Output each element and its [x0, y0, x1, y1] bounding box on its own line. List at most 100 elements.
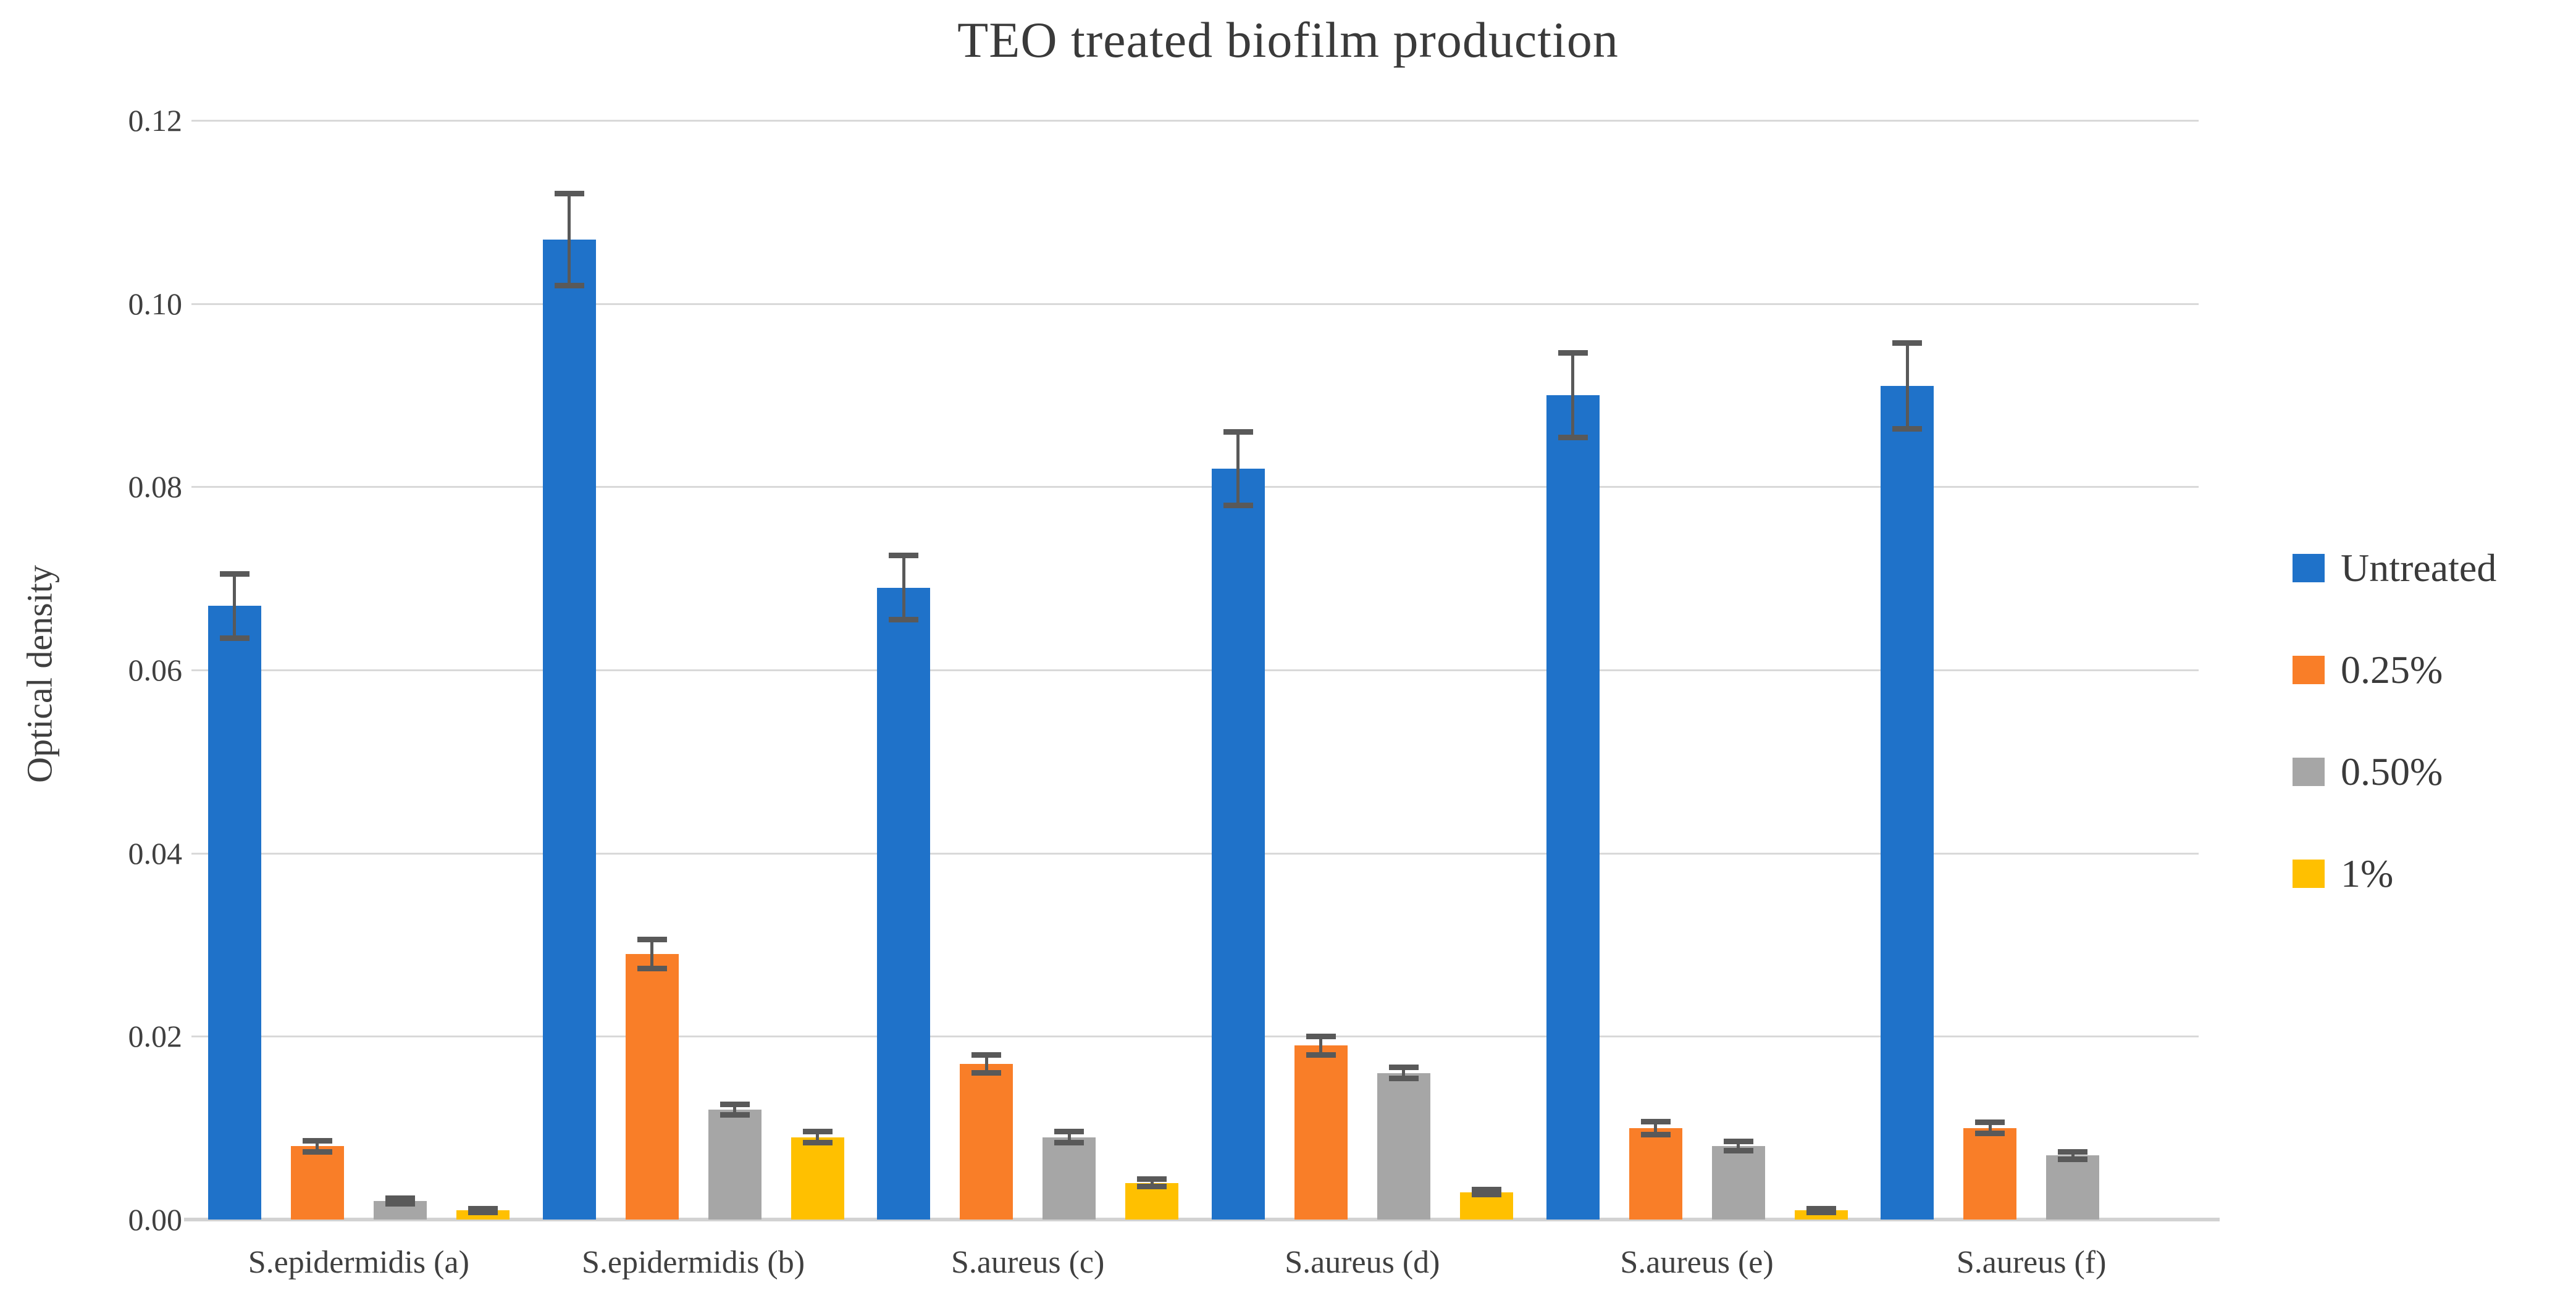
error-bar-cap: [1137, 1176, 1167, 1182]
error-bar: [1319, 1036, 1323, 1055]
error-bar: [316, 1140, 319, 1152]
error-bar: [650, 939, 653, 969]
gridline: [191, 1036, 2199, 1038]
error-bar-cap: [385, 1195, 415, 1202]
bar-0-25--g2: [625, 953, 679, 1220]
legend-item-1-: 1%: [2293, 852, 2393, 895]
y-tick-label: 0.12: [128, 103, 183, 138]
error-bar-cap: [889, 553, 919, 559]
gridline: [191, 303, 2199, 305]
bar-0-50--g3: [1043, 1137, 1096, 1220]
error-bar-cap: [1640, 1118, 1671, 1124]
error-bar-cap: [1806, 1209, 1836, 1215]
bar-untreated-g3: [877, 587, 931, 1220]
error-bar: [1067, 1131, 1071, 1143]
error-bar-cap: [1471, 1192, 1501, 1198]
error-bar-cap: [302, 1149, 332, 1155]
bar-untreated-g6: [1881, 386, 1934, 1220]
bar-untreated-g2: [542, 239, 596, 1220]
bar-1--g2: [791, 1137, 844, 1220]
gridline: [191, 486, 2199, 488]
error-bar-cap: [468, 1205, 498, 1211]
error-bar: [1654, 1121, 1657, 1135]
bar-0-50--g5: [1711, 1146, 1765, 1220]
y-tick-label: 0.02: [128, 1019, 183, 1054]
error-bar: [816, 1131, 819, 1143]
error-bar-cap: [1558, 350, 1588, 356]
bar-0-50--g6: [2046, 1155, 2100, 1220]
error-bar-cap: [1723, 1139, 1753, 1145]
bar-untreated-g5: [1546, 395, 1600, 1220]
error-bar-cap: [720, 1101, 750, 1107]
y-tick-label: 0.10: [128, 286, 183, 321]
error-bar-cap: [1558, 434, 1588, 440]
bar-0-25--g6: [1963, 1128, 2017, 1220]
y-tick-label: 0.08: [128, 469, 183, 504]
error-bar-cap: [637, 966, 667, 972]
error-bar-cap: [1306, 1052, 1336, 1058]
error-bar-cap: [219, 571, 250, 577]
error-bar-cap: [637, 936, 667, 942]
error-bar-cap: [302, 1137, 332, 1144]
plot-area: [184, 120, 2220, 1221]
bar-untreated-g4: [1211, 468, 1265, 1220]
chart-title: TEO treated biofilm production: [957, 12, 1619, 68]
error-bar-cap: [1892, 426, 1923, 432]
x-axis-label: S.aureus (e): [1620, 1245, 1774, 1280]
error-bar: [984, 1055, 988, 1073]
error-bar-cap: [1388, 1076, 1419, 1082]
error-bar-cap: [1471, 1186, 1501, 1192]
error-bar: [233, 574, 237, 638]
error-bar: [902, 555, 905, 620]
x-axis-label: S.aureus (d): [1285, 1245, 1440, 1280]
error-bar-cap: [1054, 1129, 1085, 1135]
error-bar-cap: [971, 1052, 1002, 1058]
legend-swatch: [2293, 656, 2325, 684]
error-bar-cap: [802, 1139, 833, 1145]
error-bar-cap: [1223, 502, 1253, 508]
error-bar-cap: [219, 635, 250, 641]
error-bar-cap: [554, 191, 584, 197]
error-bar: [1236, 432, 1240, 505]
gridline: [191, 852, 2199, 855]
bar-0-50--g4: [1377, 1073, 1430, 1220]
error-bar: [1988, 1122, 1992, 1134]
y-tick-label: 0.00: [128, 1202, 183, 1237]
error-bar-cap: [554, 282, 584, 288]
error-bar-cap: [1806, 1205, 1836, 1211]
legend-label: 0.50%: [2341, 750, 2443, 793]
y-tick-label: 0.06: [128, 653, 183, 687]
error-bar: [2071, 1152, 2075, 1160]
bar-0-25--g4: [1294, 1045, 1348, 1220]
error-bar-cap: [889, 616, 919, 622]
y-tick-label: 0.04: [128, 835, 183, 871]
legend-item-0-25-: 0.25%: [2293, 648, 2443, 692]
error-bar-cap: [1723, 1148, 1753, 1154]
legend-item-0-50-: 0.50%: [2293, 750, 2443, 793]
legend-label: 0.25%: [2341, 648, 2443, 692]
error-bar: [1150, 1179, 1154, 1187]
legend-label: Untreated: [2341, 546, 2497, 590]
error-bar: [1737, 1141, 1740, 1151]
error-bar-cap: [2058, 1149, 2088, 1155]
error-bar-cap: [468, 1209, 498, 1215]
x-axis-label: S.aureus (f): [1956, 1245, 2107, 1280]
legend-swatch: [2293, 554, 2325, 582]
error-bar-cap: [1137, 1184, 1167, 1190]
x-axis-label: S.aureus (c): [950, 1245, 1105, 1280]
x-axis-label: S.epidermidis (b): [581, 1245, 805, 1280]
x-axis-line: [184, 1218, 2220, 1221]
error-bar: [1571, 353, 1574, 438]
bar-0-25--g1: [290, 1146, 344, 1220]
error-bar-cap: [1306, 1033, 1336, 1039]
bar-0-25--g5: [1629, 1128, 1682, 1220]
error-bar-cap: [1892, 340, 1923, 346]
gridline: [191, 669, 2199, 671]
error-bar-cap: [1223, 429, 1253, 435]
legend-swatch: [2293, 758, 2325, 786]
error-bar: [733, 1104, 736, 1115]
error-bar: [568, 193, 571, 285]
x-axis-label: S.epidermidis (a): [248, 1245, 469, 1280]
error-bar: [1905, 343, 1909, 429]
